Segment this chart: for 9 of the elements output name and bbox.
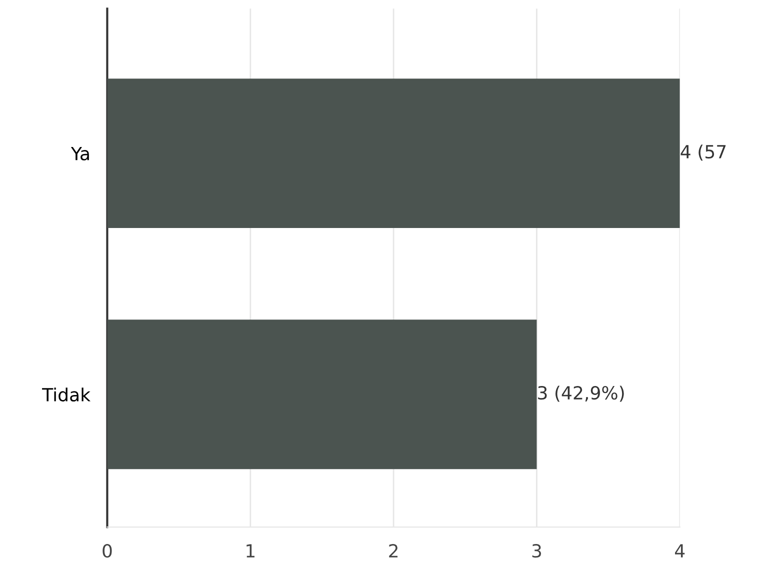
x-tick-label: 0	[102, 544, 112, 558]
x-tick-label: 3	[532, 544, 542, 558]
x-tick-label: 4	[675, 544, 685, 558]
x-tick-label: 2	[389, 544, 398, 558]
data-label: 4 (57	[680, 144, 726, 161]
y-tick-label: Tidak	[42, 388, 91, 402]
x-tick-label: 1	[246, 544, 254, 558]
y-tick-label: Ya	[70, 147, 89, 160]
data-label: 3 (42,9%)	[538, 386, 624, 402]
